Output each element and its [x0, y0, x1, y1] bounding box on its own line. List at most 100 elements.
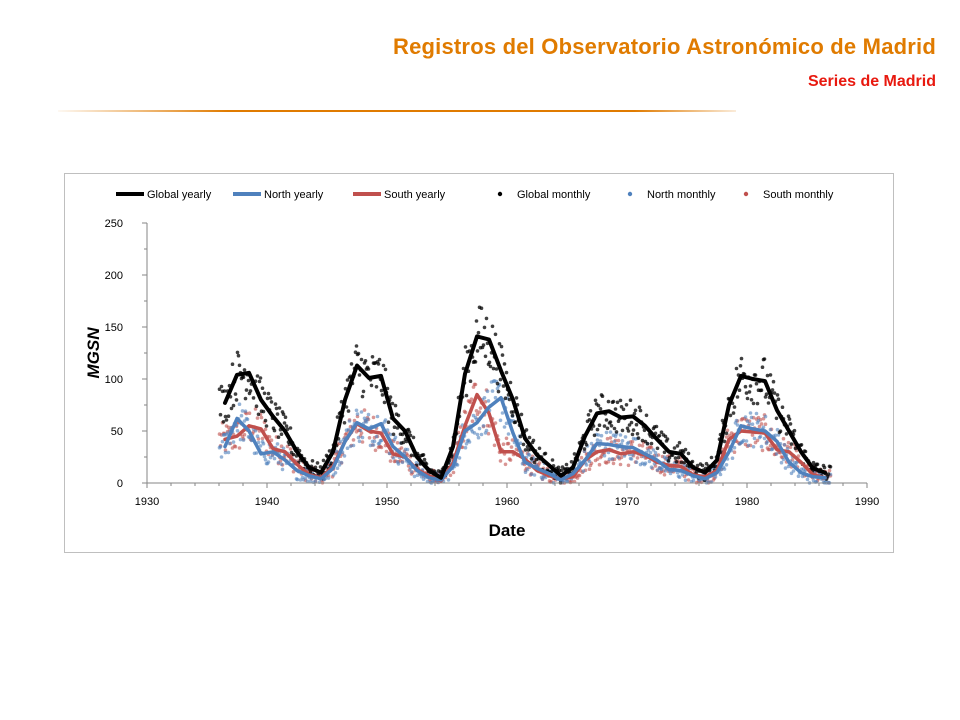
monthly-point	[231, 403, 236, 408]
monthly-point	[360, 394, 365, 399]
monthly-point	[713, 475, 718, 479]
monthly-point	[525, 467, 530, 472]
monthly-point	[237, 402, 242, 406]
monthly-point	[243, 409, 248, 413]
y-tick-label: 150	[105, 322, 123, 334]
monthly-point	[605, 426, 610, 431]
monthly-point	[303, 476, 308, 480]
monthly-point	[828, 465, 833, 469]
monthly-point	[775, 427, 780, 432]
monthly-point	[463, 345, 468, 349]
monthly-point	[486, 399, 491, 403]
monthly-point	[381, 363, 386, 368]
monthly-point	[631, 428, 636, 432]
monthly-point	[514, 396, 519, 400]
monthly-point	[596, 403, 601, 408]
monthly-point	[756, 419, 761, 423]
monthly-point	[565, 479, 570, 484]
monthly-point	[606, 399, 611, 404]
monthly-point	[677, 440, 682, 445]
monthly-point	[261, 409, 266, 414]
monthly-point	[543, 451, 548, 456]
monthly-point	[255, 434, 260, 439]
monthly-point	[310, 459, 315, 463]
monthly-point	[308, 479, 313, 484]
monthly-point	[760, 448, 765, 453]
monthly-point	[503, 462, 508, 467]
monthly-point	[666, 459, 671, 463]
monthly-point	[291, 452, 296, 457]
monthly-point	[595, 438, 600, 442]
monthly-point	[665, 437, 670, 441]
monthly-point	[749, 415, 754, 420]
monthly-point	[469, 397, 474, 401]
monthly-point	[644, 413, 649, 418]
monthly-point	[604, 418, 609, 422]
monthly-point	[409, 453, 414, 458]
monthly-point	[508, 380, 513, 385]
monthly-point	[392, 425, 397, 429]
monthly-point	[508, 458, 513, 462]
monthly-point	[504, 436, 509, 441]
monthly-point	[493, 421, 498, 425]
monthly-point	[529, 472, 534, 477]
monthly-point	[502, 362, 507, 366]
monthly-point	[773, 433, 778, 438]
monthly-point	[241, 438, 246, 442]
monthly-point	[755, 438, 760, 443]
monthly-point	[282, 421, 287, 425]
monthly-point	[504, 370, 509, 375]
monthly-point	[357, 373, 362, 377]
monthly-point	[481, 343, 486, 347]
monthly-point	[792, 428, 797, 433]
monthly-point	[253, 407, 258, 411]
monthly-point	[327, 449, 332, 453]
monthly-point	[524, 428, 529, 432]
monthly-point	[495, 381, 500, 386]
monthly-point	[680, 473, 685, 477]
monthly-point	[379, 445, 384, 450]
monthly-point	[383, 418, 388, 422]
monthly-point	[642, 428, 647, 433]
monthly-point	[672, 446, 677, 450]
y-tick-label: 200	[105, 270, 123, 282]
monthly-point	[375, 414, 380, 419]
monthly-point	[473, 360, 478, 364]
monthly-point	[800, 474, 805, 479]
monthly-point	[254, 451, 259, 455]
monthly-point	[235, 350, 240, 355]
monthly-point	[655, 446, 660, 451]
monthly-point	[803, 449, 808, 454]
monthly-point	[735, 423, 740, 427]
monthly-point	[224, 418, 229, 422]
monthly-point	[612, 439, 617, 444]
monthly-point	[732, 445, 737, 450]
monthly-point	[614, 430, 619, 434]
monthly-point	[498, 418, 503, 423]
monthly-point	[647, 459, 652, 464]
monthly-point	[281, 412, 286, 416]
monthly-point	[230, 362, 235, 366]
monthly-point	[602, 424, 607, 428]
monthly-point	[738, 364, 743, 368]
monthly-point	[607, 457, 612, 462]
monthly-point	[673, 456, 678, 460]
monthly-point	[609, 440, 614, 444]
monthly-point	[305, 479, 310, 484]
monthly-point	[233, 392, 238, 396]
monthly-point	[464, 442, 469, 446]
monthly-point	[586, 413, 591, 417]
monthly-point	[258, 376, 263, 380]
monthly-point	[258, 444, 263, 448]
monthly-point	[342, 421, 347, 425]
monthly-point	[620, 439, 625, 443]
monthly-point	[724, 435, 729, 439]
monthly-point	[826, 472, 831, 476]
monthly-point	[501, 384, 506, 388]
monthly-point	[774, 416, 779, 421]
monthly-point	[755, 401, 760, 406]
monthly-point	[763, 414, 768, 419]
monthly-point	[342, 454, 347, 458]
monthly-point	[763, 422, 768, 426]
monthly-point	[219, 455, 224, 459]
